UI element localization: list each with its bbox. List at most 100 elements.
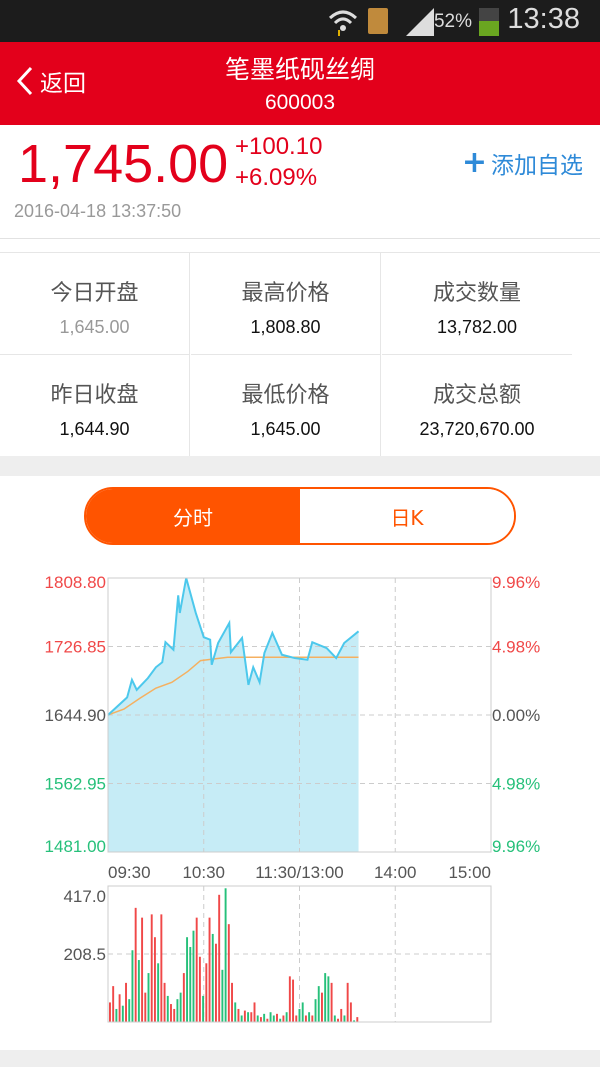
volume-bar <box>231 982 233 1022</box>
volume-bar <box>186 937 189 1022</box>
divider <box>0 238 600 239</box>
volume-bar <box>179 992 182 1022</box>
stat-value: 23,720,670.00 <box>419 419 535 439</box>
volume-bar <box>202 995 205 1022</box>
section-gap <box>0 456 600 476</box>
volume-bar <box>221 969 224 1022</box>
volume-bar <box>317 986 320 1022</box>
volume-bar <box>295 1015 298 1022</box>
volume-bar <box>125 982 127 1022</box>
volume-bar <box>170 1004 172 1022</box>
tab-intraday[interactable]: 分时 <box>86 489 300 543</box>
wifi-icon <box>328 10 358 36</box>
volume-bar <box>147 973 150 1022</box>
tab-daily-k[interactable]: 日K <box>300 489 514 543</box>
volume-bar <box>218 894 221 1022</box>
volume-bar <box>282 1015 285 1022</box>
add-watchlist-label: 添加自选 <box>491 152 583 179</box>
volume-bar <box>247 1012 250 1022</box>
volume-bar <box>109 1002 111 1022</box>
volume-bar <box>256 1015 259 1022</box>
volume-bar <box>243 1010 246 1022</box>
stat-cell: 昨日收盘 1,644.90 <box>0 355 190 457</box>
volume-bar <box>157 963 160 1022</box>
volume-bar <box>356 1017 359 1022</box>
volume-bar <box>346 982 349 1022</box>
volume-bar <box>292 979 295 1022</box>
stat-cell: 今日开盘 1,645.00 <box>0 253 190 355</box>
sim-icon <box>368 8 388 34</box>
volume-bar <box>340 1008 343 1022</box>
stat-cell: 成交总额 23,720,670.00 <box>382 355 572 457</box>
timestamp: 2016-04-18 13:37:50 <box>14 201 182 221</box>
plus-icon: + <box>461 145 487 180</box>
volume-bar <box>353 1020 356 1022</box>
price-change: +100.10 +6.09% <box>235 131 322 193</box>
volume-bar <box>215 943 217 1022</box>
volume-bar <box>288 976 291 1022</box>
page-title: 笔墨纸砚丝绸 <box>224 55 375 84</box>
volume-bar <box>301 1002 304 1022</box>
volume-bar <box>272 1015 275 1022</box>
volume-bar <box>112 986 115 1022</box>
stat-value: 13,782.00 <box>436 317 518 337</box>
header: 返回 笔墨纸砚丝绸 600003 <box>0 42 600 125</box>
volume-bar <box>311 1015 314 1022</box>
volume-bar <box>250 1012 253 1022</box>
x-axis-label: 14:00 <box>374 863 417 882</box>
chevron-left-icon <box>16 66 33 96</box>
volume-bar <box>224 888 227 1022</box>
volume-bar <box>144 992 147 1022</box>
battery-icon <box>479 8 499 36</box>
volume-bar <box>189 946 192 1022</box>
volume-axis-label: 208.5 <box>63 945 106 964</box>
clock: 13:38 <box>507 3 580 35</box>
y-axis-label: 1562.95 <box>45 775 106 794</box>
x-axis-label: 11:30/13:00 <box>255 863 344 882</box>
volume-bar <box>173 1008 176 1022</box>
volume-bar <box>276 1013 278 1022</box>
stat-cell: 最高价格 1,808.80 <box>191 253 381 355</box>
stats-grid: 今日开盘 1,645.00 最高价格 1,808.80 成交数量 13,782.00 昨日收… <box>0 252 600 457</box>
volume-bar <box>263 1013 266 1022</box>
add-watchlist-button[interactable]: + 添加自选 <box>462 145 583 180</box>
volume-bar <box>259 1017 262 1022</box>
chart-border <box>107 577 492 853</box>
volume-bar <box>192 930 195 1022</box>
volume-bar <box>163 982 166 1022</box>
volume-bar <box>150 914 153 1022</box>
price-area <box>108 578 359 852</box>
volume-bar <box>198 956 201 1022</box>
volume-bar <box>160 914 163 1022</box>
volume-bar <box>176 999 179 1022</box>
volume-bar <box>333 1015 336 1022</box>
y-axis-label: 1808.80 <box>45 573 106 592</box>
volume-bar <box>321 992 323 1022</box>
volume-bar <box>314 999 317 1022</box>
intraday-chart: 1808.80 9.96% 1726.85 4.98% 1644.90 0.00% 1562… <box>45 573 540 1023</box>
y-axis-right-label: 4.98% <box>492 638 540 657</box>
status-bar: 52% 13:38 <box>0 0 600 42</box>
volume-bar <box>205 963 208 1022</box>
volume-bar <box>131 950 134 1022</box>
y-axis-label: 1644.90 <box>45 706 106 725</box>
volume-bar <box>304 1015 307 1022</box>
volume-bar <box>349 1002 352 1022</box>
volume-bar <box>153 937 156 1022</box>
stat-value: 1,645.00 <box>250 419 321 439</box>
stock-code: 600003 <box>264 91 336 114</box>
back-button[interactable]: 返回 <box>14 64 86 98</box>
volume-bar <box>266 1018 269 1022</box>
volume-bar <box>208 917 211 1022</box>
y-axis-right-label: 4.98% <box>492 775 540 794</box>
change-value: +100.10 <box>235 133 323 160</box>
stat-value: 1,645.00 <box>59 317 130 337</box>
stat-label: 成交数量 <box>432 281 521 306</box>
volume-bar <box>128 999 131 1022</box>
volume-bar <box>343 1015 346 1022</box>
stat-label: 最高价格 <box>241 281 330 306</box>
stat-label: 最低价格 <box>241 383 330 408</box>
bottom-gap <box>0 1050 600 1067</box>
volume-bar <box>211 933 214 1022</box>
volume-bar <box>327 976 330 1022</box>
